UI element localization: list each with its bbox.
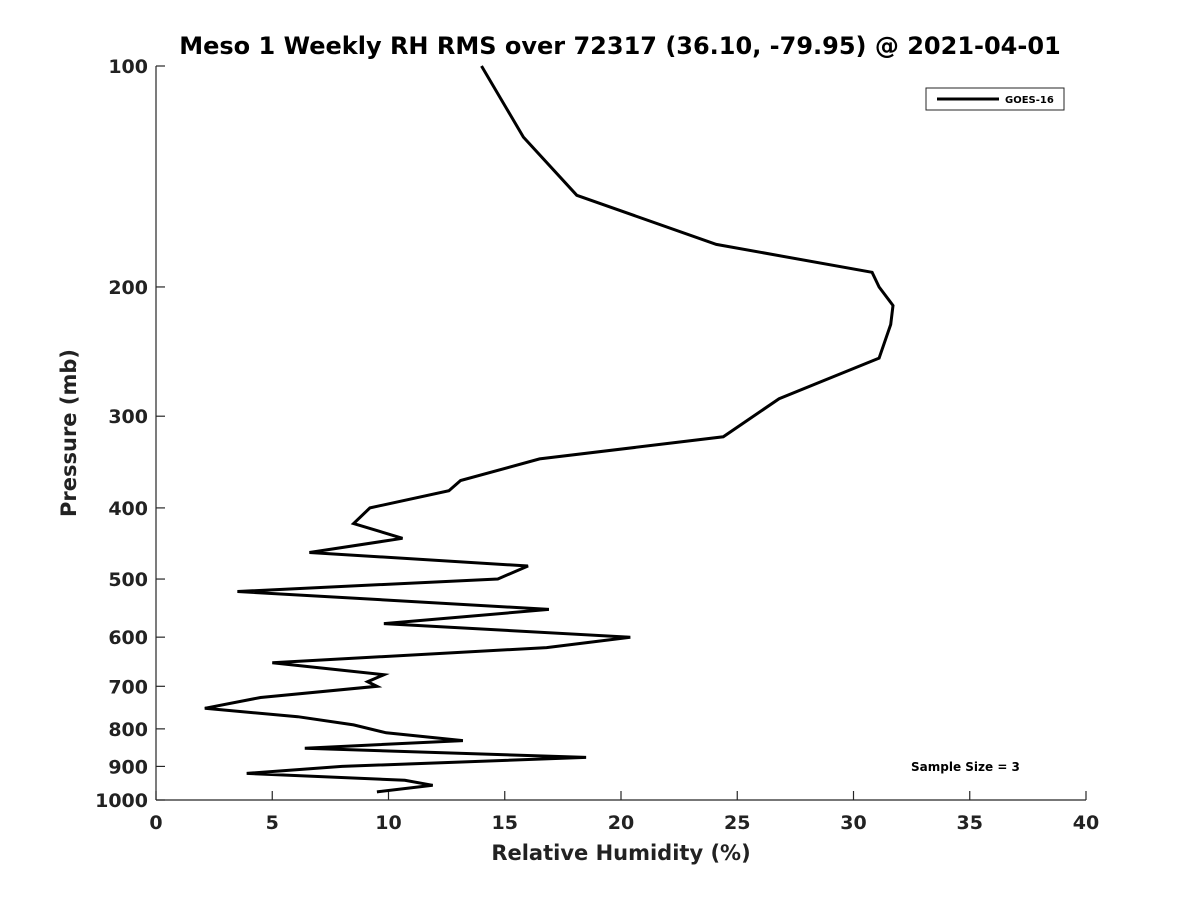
x-tick-label: 20	[608, 812, 634, 834]
y-tick-label: 900	[108, 756, 148, 778]
x-tick-label: 35	[957, 812, 983, 834]
x-tick-label: 25	[724, 812, 750, 834]
x-tick-label: 15	[492, 812, 518, 834]
y-ticks: 100 200 300 400 500 600 700 800 900 1000	[95, 56, 165, 812]
x-ticks: 0 5 10 15 20 25 30 35 40	[149, 791, 1099, 834]
y-tick-label: 800	[108, 719, 148, 741]
legend: GOES-16	[925, 87, 1065, 111]
x-tick-label: 30	[840, 812, 866, 834]
y-tick-label: 700	[108, 676, 148, 698]
sample-size-annotation: Sample Size = 3	[911, 760, 1020, 774]
y-tick-label: 600	[108, 627, 148, 649]
x-tick-label: 5	[266, 812, 279, 834]
plot-axes	[155, 66, 1086, 801]
x-axis-label: Relative Humidity (%)	[491, 841, 750, 865]
y-tick-label: 1000	[95, 790, 148, 812]
chart-title: Meso 1 Weekly RH RMS over 72317 (36.10, …	[179, 32, 1061, 60]
legend-label-goes16: GOES-16	[1005, 95, 1054, 106]
y-axis-label: Pressure (mb)	[57, 349, 81, 517]
y-tick-label: 500	[108, 569, 148, 591]
x-tick-label: 10	[375, 812, 401, 834]
y-tick-label: 300	[108, 406, 148, 428]
x-tick-label: 0	[149, 812, 162, 834]
y-tick-label: 400	[108, 498, 148, 520]
goes16-series-line	[204, 65, 895, 794]
x-tick-label: 40	[1073, 812, 1099, 834]
y-tick-label: 100	[108, 56, 148, 78]
y-tick-label: 200	[108, 277, 148, 299]
